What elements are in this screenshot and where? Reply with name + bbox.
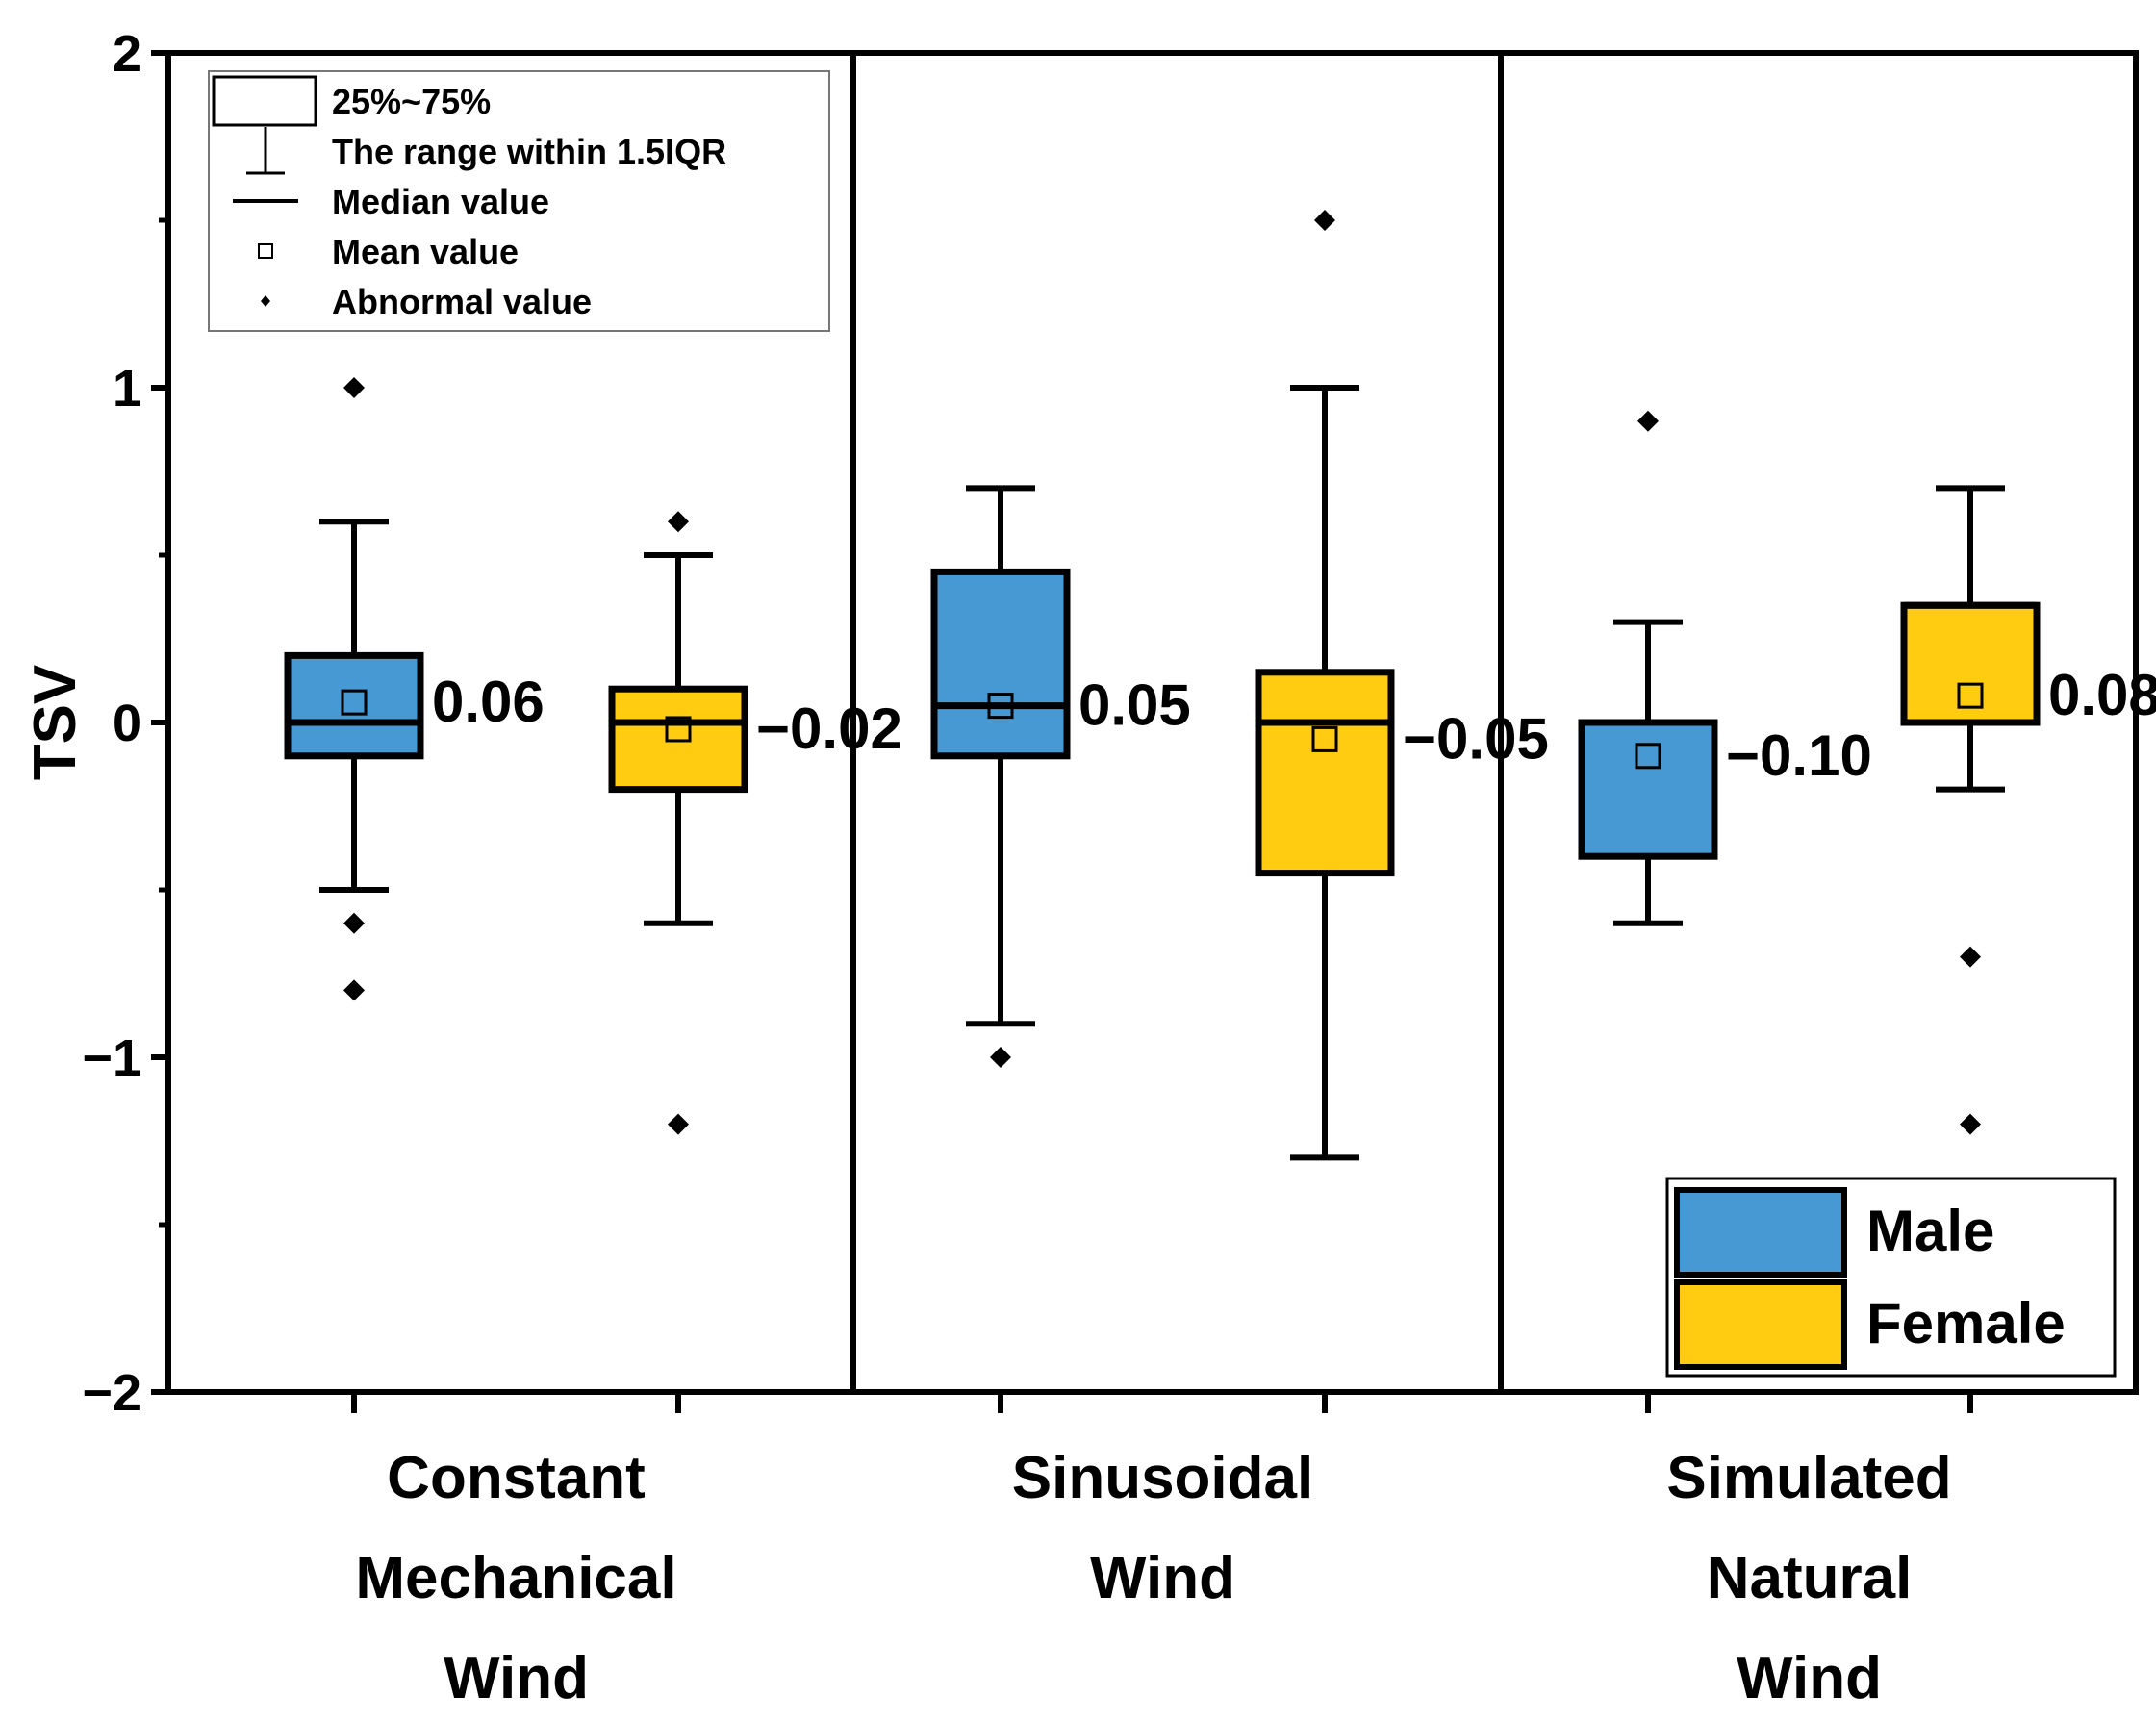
x-group-label-line: Mechanical — [355, 1545, 676, 1611]
outlier-marker — [1637, 410, 1659, 432]
iqr-box — [284, 651, 424, 760]
iqr-box — [1578, 719, 1718, 860]
iqr-box — [608, 685, 748, 794]
x-group-label-line: Constant — [387, 1445, 646, 1511]
y-tick-label: −1 — [82, 1029, 141, 1087]
y-tick-label: 1 — [113, 360, 141, 418]
mean-marker — [1311, 725, 1338, 752]
mean-marker — [341, 689, 368, 716]
iqr-box — [1255, 669, 1395, 877]
outlier-marker — [343, 912, 365, 934]
legend-mean-label: Mean value — [332, 232, 519, 271]
y-tick-label: 0 — [113, 695, 141, 752]
outlier-marker — [1960, 946, 1981, 968]
box-male-group-2: 0.05 — [930, 485, 1191, 1068]
legend-outlier-label: Abnormal value — [332, 282, 592, 321]
iqr-box — [930, 568, 1071, 760]
y-tick-label: 2 — [113, 25, 141, 83]
mean-value-label: −0.10 — [1726, 723, 1872, 788]
outlier-marker — [343, 979, 365, 1001]
x-group-label-line: Simulated — [1666, 1445, 1951, 1511]
box-female-group-3: 0.08 — [1900, 485, 2156, 1135]
mean-value-label: −0.05 — [1403, 706, 1549, 771]
legend-label-male: Male — [1866, 1199, 1994, 1263]
outlier-marker — [343, 377, 365, 398]
legend-box-icon — [212, 75, 317, 127]
mean-marker — [987, 693, 1014, 720]
legend-outlier-icon — [261, 295, 270, 307]
axes: −2 −1 0 1 2 TSV Constant Mechanical Wind Sinusoid… — [22, 25, 1973, 1711]
legend-label-female: Female — [1866, 1291, 2066, 1355]
mean-value-label: 0.06 — [432, 670, 545, 734]
x-group-label-line: Sinusoidal — [1012, 1445, 1313, 1511]
outlier-marker — [1314, 210, 1335, 231]
box-marks: 0.06 −0.02 0.05 −0.05 −0.10 0.08 — [284, 210, 2156, 1161]
legend-key: 25%~75% The range within 1.5IQR Median val… — [208, 70, 830, 332]
mean-marker — [1957, 682, 1984, 709]
outlier-marker — [990, 1047, 1011, 1068]
outlier-marker — [668, 1113, 689, 1135]
mean-marker — [665, 716, 692, 743]
outlier-marker — [668, 511, 689, 533]
y-axis-label: TSV — [22, 665, 89, 781]
box-male-group-1: 0.06 — [284, 377, 545, 1001]
x-group-label-line: Wind — [444, 1645, 589, 1711]
iqr-box — [1900, 601, 2041, 726]
legend-range-label: The range within 1.5IQR — [332, 132, 726, 171]
box-female-group-1: −0.02 — [608, 511, 902, 1135]
x-group-label-line: Natural — [1707, 1545, 1913, 1611]
mean-value-label: 0.05 — [1078, 673, 1191, 738]
legend-mean-icon — [258, 243, 273, 259]
box-female-group-2: −0.05 — [1255, 210, 1549, 1161]
mean-marker — [1635, 743, 1661, 770]
legend-box-label: 25%~75% — [332, 82, 491, 121]
legend-swatch-female — [1674, 1279, 1847, 1370]
legend-median-label: Median value — [332, 182, 549, 221]
mean-value-label: 0.08 — [2048, 663, 2156, 727]
mean-value-label: −0.02 — [756, 696, 902, 761]
y-tick-label: −2 — [82, 1364, 141, 1422]
legend-swatch-male — [1674, 1187, 1847, 1278]
box-male-group-3: −0.10 — [1578, 410, 1872, 926]
outlier-marker — [1960, 1113, 1981, 1135]
legend-series: Male Female — [1665, 1177, 2117, 1378]
x-group-label-line: Wind — [1090, 1545, 1235, 1611]
x-group-label-line: Wind — [1737, 1645, 1882, 1711]
